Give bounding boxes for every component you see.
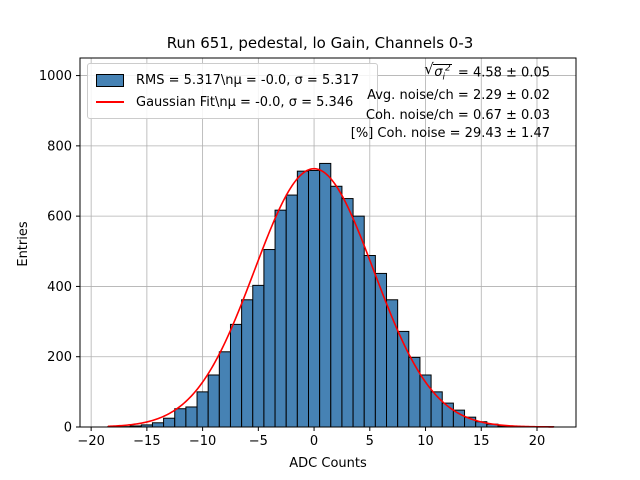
histogram-bar <box>241 299 254 428</box>
x-tick-label: 10 <box>417 434 434 449</box>
legend-line-fit <box>96 101 124 103</box>
histogram-bar <box>151 422 165 428</box>
histogram-bar <box>307 169 321 428</box>
annotation-total-noise: = 4.58 ± 0.05 <box>457 65 550 81</box>
y-tick-label: 0 <box>64 421 72 436</box>
histogram-bar <box>397 330 410 428</box>
histogram-bar <box>363 255 376 428</box>
histogram-bar <box>330 185 343 428</box>
histogram-bar <box>274 209 287 428</box>
y-tick-label: 400 <box>47 280 72 295</box>
y-tick-label: 800 <box>47 139 72 154</box>
x-tick-label: 15 <box>473 434 490 449</box>
y-tick-label: 1000 <box>39 69 72 84</box>
histogram-bar <box>296 170 309 428</box>
histogram-bar <box>252 284 265 428</box>
legend-label-fit: Gaussian Fit\nμ = -0.0, σ = 5.346 <box>136 94 354 110</box>
histogram-bar <box>408 356 421 428</box>
legend-entry-fit: Gaussian Fit\nμ = -0.0, σ = 5.346 <box>96 92 353 112</box>
histogram-bar <box>196 391 209 428</box>
sqrt-symbol: √ σi2 <box>424 60 452 83</box>
histogram-bar <box>218 351 231 428</box>
chart-title: Run 651, pedestal, lo Gain, Channels 0-3 <box>166 34 474 52</box>
histogram-bar <box>374 272 388 428</box>
histogram-bar <box>352 215 365 428</box>
sqrt-subscript: i <box>442 72 446 83</box>
legend: RMS = 5.317\nμ = -0.0, σ = 5.317 Gaussia… <box>87 63 378 119</box>
gaussian-fit-curve <box>107 167 554 428</box>
x-axis-label: ADC Counts <box>289 456 367 471</box>
x-tick-label: 20 <box>529 434 546 449</box>
axes <box>79 57 577 428</box>
x-tick-label: −20 <box>77 434 104 449</box>
histogram-bar <box>229 323 243 428</box>
sqrt-superscript: 2 <box>445 64 451 74</box>
y-tick-label: 600 <box>47 210 72 225</box>
histogram-bar <box>163 417 176 428</box>
legend-label-histogram: RMS = 5.317\nμ = -0.0, σ = 5.317 <box>136 72 360 88</box>
histogram-bar <box>341 198 354 428</box>
y-tick-label: 200 <box>47 350 72 365</box>
legend-patch-histogram <box>96 73 124 87</box>
x-tick-label: 5 <box>366 434 374 449</box>
histogram-bar <box>285 194 298 428</box>
x-tick-label: −5 <box>249 434 268 449</box>
annotation-coh-noise: Coh. noise/ch = 0.67 ± 0.03 <box>365 108 550 123</box>
annotation-sqrt-sigma: √ σi2 = 4.58 ± 0.05 <box>424 60 550 83</box>
histogram-bars <box>107 162 555 428</box>
histogram-bar <box>430 391 443 428</box>
annotation-coh-noise-percent: [%] Coh. noise = 29.43 ± 1.47 <box>350 126 550 141</box>
histogram-bar <box>319 162 332 428</box>
x-tick-label: 0 <box>310 434 318 449</box>
plot-frame <box>79 57 577 428</box>
y-axis-label: Entries <box>16 221 31 267</box>
legend-entry-histogram: RMS = 5.317\nμ = -0.0, σ = 5.317 <box>96 70 359 90</box>
histogram-bar <box>174 408 187 428</box>
x-tick-label: −15 <box>133 434 160 449</box>
x-tick-label: −10 <box>189 434 216 449</box>
histogram-bar <box>263 249 276 428</box>
sqrt-sigma: σ <box>434 65 443 81</box>
annotation-avg-noise: Avg. noise/ch = 2.29 ± 0.02 <box>367 88 550 103</box>
fit-curve <box>107 167 554 428</box>
histogram-bar <box>207 374 220 428</box>
histogram-bar <box>452 409 466 428</box>
histogram-bar <box>185 406 198 428</box>
